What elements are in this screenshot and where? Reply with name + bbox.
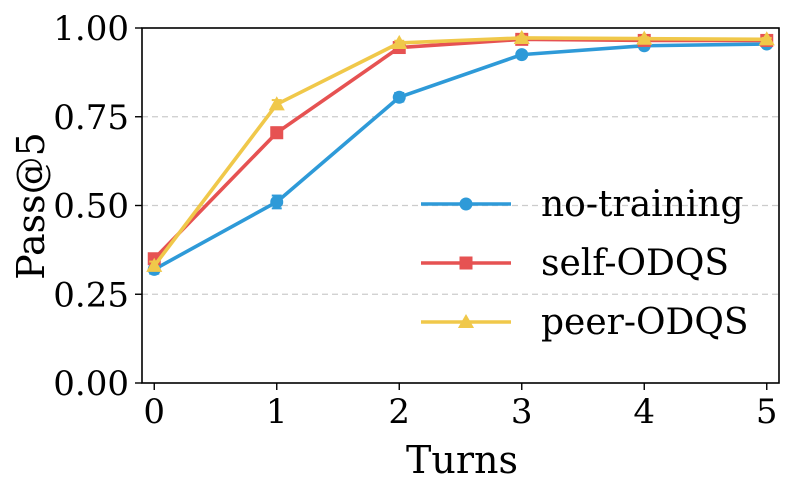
x-tick-label: 0 xyxy=(143,392,165,432)
x-tick-label: 5 xyxy=(756,392,778,432)
data-point xyxy=(758,31,775,46)
series-peer-odqs xyxy=(146,29,775,272)
data-point xyxy=(515,48,529,62)
y-tick-label: 1.00 xyxy=(53,9,129,49)
y-tick-label: 0.25 xyxy=(53,275,129,315)
legend-label: self-ODQS xyxy=(541,243,729,284)
axis-ticks: 0.00 0.25 0.50 0.75 1.00 0 1 2 3 4 5 xyxy=(53,9,777,432)
data-point xyxy=(513,29,530,44)
legend-item-peer-odqs: peer-ODQS xyxy=(421,302,749,343)
y-tick-label: 0.00 xyxy=(53,364,129,404)
x-tick-label: 4 xyxy=(633,392,655,432)
legend-label: no-training xyxy=(541,184,744,225)
legend-marker xyxy=(457,313,475,329)
x-tick-label: 3 xyxy=(511,392,533,432)
x-tick-label: 1 xyxy=(266,392,288,432)
series-line xyxy=(153,42,767,271)
y-tick-label: 0.50 xyxy=(53,187,129,227)
data-point xyxy=(270,195,284,209)
data-point xyxy=(391,34,408,49)
y-tick-label: 0.75 xyxy=(53,98,129,138)
data-point xyxy=(636,30,653,45)
data-point xyxy=(268,96,285,111)
data-point xyxy=(392,90,406,104)
series-layer xyxy=(146,29,775,276)
x-tick-label: 2 xyxy=(388,392,410,432)
series-no-training xyxy=(147,37,774,276)
data-point xyxy=(146,257,163,272)
data-point xyxy=(270,126,284,140)
legend-item-self-odqs: self-ODQS xyxy=(421,243,729,284)
legend-marker xyxy=(459,197,473,211)
legend-label: peer-ODQS xyxy=(541,302,749,343)
legend-item-no-training: no-training xyxy=(421,184,744,225)
y-axis-label: Pass@5 xyxy=(9,132,53,280)
series-line xyxy=(152,36,767,267)
x-axis-label: Turns xyxy=(406,438,518,482)
series-line xyxy=(152,37,767,261)
gridlines xyxy=(142,116,779,295)
legend: no-training self-ODQS peer-ODQS xyxy=(421,184,749,343)
legend-marker xyxy=(459,256,473,270)
